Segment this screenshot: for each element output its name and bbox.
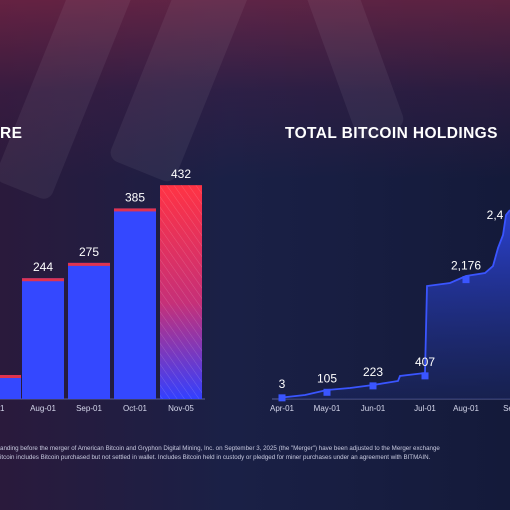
data-point (421, 372, 429, 380)
x-tick-label: Apr-01 (270, 404, 295, 413)
point-value-label: 105 (317, 371, 337, 385)
x-tick-label: Aug-01 (30, 404, 56, 413)
point-value-label: 223 (363, 365, 383, 379)
point-value-label: 2,176 (451, 259, 481, 273)
x-tick-label: May-01 (314, 404, 341, 413)
footnote-line-1: anding before the merger of American Bit… (0, 445, 440, 452)
right-chart-title: TOTAL BITCOIN HOLDINGS (285, 125, 498, 142)
bar-top-accent (68, 262, 110, 266)
bar-value-label: 275 (79, 245, 99, 259)
bar-value-label: 244 (33, 260, 53, 274)
series-line (281, 209, 510, 399)
x-tick-label: Nov-05 (168, 404, 194, 413)
point-value-label: 3 (279, 377, 286, 391)
bar-top-accent (22, 278, 64, 282)
area-fill (282, 210, 510, 399)
footnote-line-2: itcoin includes Bitcoin purchased but no… (0, 454, 431, 461)
x-tick-label: Oct-01 (123, 404, 148, 413)
data-point (462, 276, 470, 284)
bar-Aug-01 (22, 278, 64, 399)
left-chart-title: RE (0, 125, 23, 142)
bar-hatch (160, 185, 202, 399)
data-point (278, 394, 286, 402)
bar-top-accent (114, 208, 156, 212)
data-point (369, 382, 377, 390)
x-tick-label: Aug-01 (453, 404, 479, 413)
bar-top-accent (0, 375, 21, 378)
footnote: anding before the merger of American Bit… (0, 444, 510, 462)
bar-01 (0, 375, 21, 399)
point-value-label: 407 (415, 355, 435, 369)
bar-Sep-01 (68, 262, 110, 399)
x-tick-label: Jun-01 (361, 404, 386, 413)
bar-value-label: 432 (171, 167, 191, 181)
x-tick-label: Jul-01 (414, 404, 436, 413)
x-tick-label: Sep-01 (76, 404, 102, 413)
bar-value-label: 385 (125, 190, 145, 204)
point-value-label: 2,4 (487, 208, 504, 222)
x-tick-label: 01 (0, 404, 5, 413)
bar-Oct-01 (114, 208, 156, 399)
data-point (323, 388, 331, 396)
x-tick-label: Se (503, 404, 510, 413)
